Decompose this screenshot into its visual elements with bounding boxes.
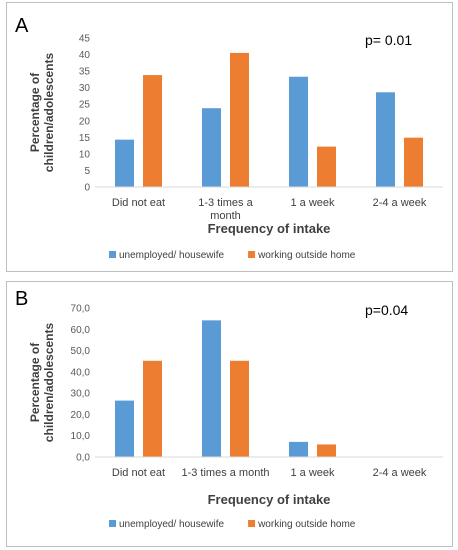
chart-b-y-axis-title: Percentage of [28, 342, 42, 422]
chart-b-legend-label: working outside home [257, 519, 356, 530]
chart-a-legend-swatch [248, 251, 256, 258]
chart-a-y-tick-label: 0 [84, 183, 90, 194]
chart-b-y-tick-label: 30,0 [71, 389, 91, 400]
chart-b-y-axis-title: children/adolescents [42, 322, 56, 442]
chart-a-category-label-line: 1-3 times a [198, 197, 253, 209]
chart-b-category-label: 2-4 a week [373, 467, 427, 479]
chart-a-bar-unemployed [115, 139, 134, 187]
chart-b-bar-unemployed [289, 441, 308, 457]
chart-a-bar-working [230, 52, 249, 188]
chart-a-y-tick-label: 45 [79, 34, 91, 45]
chart-b-category-label: Did not eat [112, 467, 165, 479]
chart-a-y-tick-label: 10 [79, 149, 91, 160]
chart-b-y-tick-label: 10,0 [71, 431, 91, 442]
chart-a-category-label: 1 a week [290, 197, 335, 209]
chart-a-legend-label: unemployed/ housewife [119, 250, 225, 261]
chart-a-y-tick-label: 35 [79, 67, 91, 78]
chart-a-bar-unemployed [289, 76, 308, 187]
chart-a-y-axis-title: children/adolescents [42, 52, 56, 172]
chart-a-y-axis-title: Percentage of [28, 72, 42, 152]
chart-a-bar-unemployed [376, 92, 395, 187]
chart-a-y-tick-label: 25 [79, 100, 91, 111]
chart-a-category-label: 2-4 a week [373, 197, 427, 209]
chart-a-x-axis-title: Frequency of intake [208, 221, 331, 236]
chart-b-legend-label: unemployed/ housewife [119, 519, 225, 530]
chart-a-bar-working [143, 75, 162, 187]
chart-b-panel-label: B [15, 288, 28, 310]
chart-a-category-label: Did not eat [112, 197, 165, 209]
chart-b-y-tick-label: 0,0 [76, 453, 90, 464]
chart-a-legend-swatch [109, 251, 116, 258]
chart-a-y-tick-label: 30 [79, 83, 91, 94]
chart-b-y-tick-label: 40,0 [71, 367, 91, 378]
chart-b-bar-unemployed [202, 320, 221, 457]
chart-a-y-tick-label: 40 [79, 50, 91, 61]
chart-b-y-tick-label: 60,0 [71, 325, 91, 336]
chart-b-legend-swatch [109, 520, 116, 527]
chart-a-p-value: p= 0.01 [365, 32, 412, 48]
chart-b-x-axis-title: Frequency of intake [208, 492, 331, 507]
chart-b-y-tick-label: 70,0 [71, 304, 91, 315]
chart-b-p-value: p=0.04 [365, 302, 408, 318]
chart-a-panel-label: A [15, 15, 29, 37]
chart-b-category-label: 1 a week [290, 467, 335, 479]
chart-b-bar-unemployed [115, 400, 134, 457]
chart-b-legend-swatch [248, 520, 256, 527]
chart-a-svg: Ap= 0.01 0 5 10 15 20 25 30 35 40 45 Did not eat 1-3… [15, 15, 443, 261]
chart-b-category-label: 1-3 times a month [181, 467, 269, 479]
chart-a-y-tick-label: 5 [84, 166, 90, 177]
chart-a-y-tick-label: 20 [79, 116, 91, 127]
chart-b-bar-working [230, 360, 249, 457]
chart-a-y-tick-label: 15 [79, 133, 91, 144]
chart-b-y-tick-label: 20,0 [71, 410, 91, 421]
chart-b-bar-working [317, 444, 336, 457]
chart-a-legend-label: working outside home [257, 250, 356, 261]
chart-a-bar-unemployed [202, 108, 221, 187]
chart-b-bar-working [143, 360, 162, 457]
chart-a-category-label-line: month [210, 210, 241, 222]
chart-a-bar-working [317, 146, 336, 187]
chart-a-category-label: 1-3 times a month [198, 197, 253, 222]
chart-b-y-tick-label: 50,0 [71, 346, 91, 357]
chart-a-bar-working [404, 137, 423, 187]
